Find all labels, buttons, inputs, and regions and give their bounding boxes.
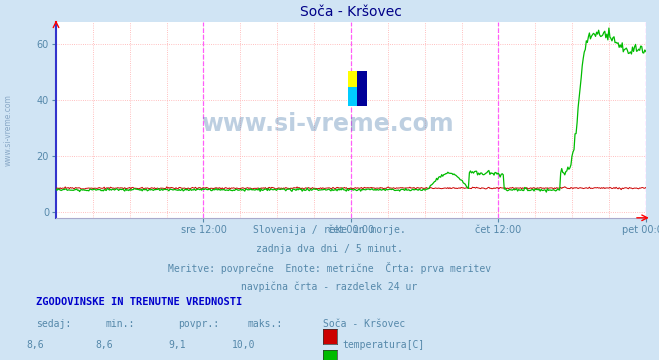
Bar — [357, 71, 367, 106]
Bar — [348, 86, 367, 106]
Text: min.:: min.: — [105, 319, 135, 329]
Title: Soča - Kršovec: Soča - Kršovec — [300, 5, 402, 19]
Text: www.si-vreme.com: www.si-vreme.com — [3, 94, 13, 166]
Text: maks.:: maks.: — [247, 319, 282, 329]
Text: zadnja dva dni / 5 minut.: zadnja dva dni / 5 minut. — [256, 244, 403, 254]
Text: 9,1: 9,1 — [168, 340, 186, 350]
Text: sedaj:: sedaj: — [36, 319, 71, 329]
Text: Meritve: povprečne  Enote: metrične  Črta: prva meritev: Meritve: povprečne Enote: metrične Črta:… — [168, 262, 491, 274]
Text: 10,0: 10,0 — [231, 340, 255, 350]
Text: povpr.:: povpr.: — [178, 319, 219, 329]
Text: Soča - Kršovec: Soča - Kršovec — [323, 319, 405, 329]
Bar — [348, 71, 367, 106]
Text: temperatura[C]: temperatura[C] — [343, 340, 425, 350]
Text: 8,6: 8,6 — [26, 340, 44, 350]
Text: 8,6: 8,6 — [96, 340, 113, 350]
Text: ZGODOVINSKE IN TRENUTNE VREDNOSTI: ZGODOVINSKE IN TRENUTNE VREDNOSTI — [36, 297, 243, 307]
Text: navpična črta - razdelek 24 ur: navpična črta - razdelek 24 ur — [241, 281, 418, 292]
Text: Slovenija / reke in morje.: Slovenija / reke in morje. — [253, 225, 406, 235]
Text: www.si-vreme.com: www.si-vreme.com — [201, 112, 453, 136]
